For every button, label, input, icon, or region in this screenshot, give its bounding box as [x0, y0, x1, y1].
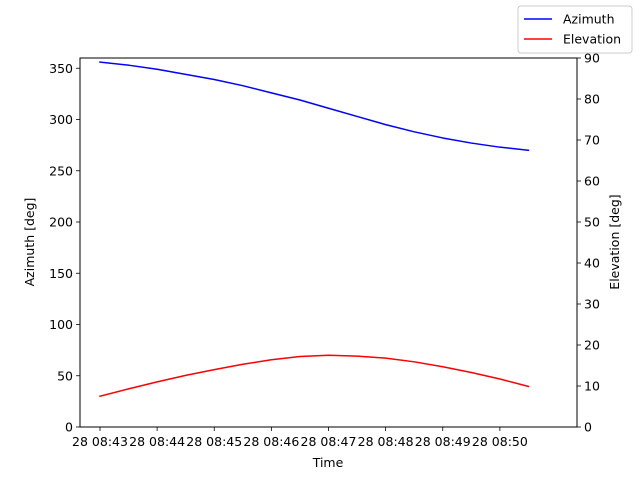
- y-right-axis-label: Elevation [deg]: [607, 194, 622, 289]
- x-tick-label: 28 08:47: [301, 434, 357, 449]
- series-layer: [99, 61, 530, 398]
- x-tick-label: 28 08:45: [186, 434, 242, 449]
- y-right-tick-label: 70: [584, 133, 600, 148]
- y-right-tick-label: 80: [584, 92, 600, 107]
- legend-label-elevation: Elevation: [563, 32, 621, 47]
- y-right-tick-label: 20: [584, 338, 600, 353]
- y-right-tick-label: 30: [584, 297, 600, 312]
- y-right-tick-label: 10: [584, 379, 600, 394]
- y-right-tick-label: 40: [584, 256, 600, 271]
- y-left-tick-label: 200: [49, 215, 73, 230]
- x-tick-label: 28 08:50: [472, 434, 528, 449]
- y-left-tick-label: 350: [49, 61, 73, 76]
- legend-label-azimuth: Azimuth: [563, 12, 615, 27]
- y-left-tick-label: 100: [49, 317, 73, 332]
- series-line-elevation: [99, 354, 530, 398]
- x-tick-label: 28 08:46: [243, 434, 299, 449]
- y-right-axis-ticks: 0 10 20 30 40 50 60 70 80 90: [577, 51, 600, 435]
- y-left-tick-label: 300: [49, 112, 73, 127]
- y-left-tick-label: 50: [57, 368, 73, 383]
- legend: Azimuth Elevation: [517, 5, 633, 54]
- y-left-tick-label: 0: [65, 420, 73, 435]
- series-line-azimuth: [99, 61, 530, 152]
- x-axis-ticks: 28 08:43 28 08:44 28 08:45 28 08:46 28 08:47…: [72, 427, 528, 449]
- y-right-tick-label: 60: [584, 174, 600, 189]
- y-left-axis-ticks: 0 50 100 150 200 250 300 350: [49, 61, 80, 435]
- x-tick-label: 28 08:48: [358, 434, 414, 449]
- x-tick-label: 28 08:43: [72, 434, 128, 449]
- y-left-tick-label: 150: [49, 266, 73, 281]
- y-left-axis-label: Azimuth [deg]: [22, 198, 37, 287]
- y-right-tick-label: 0: [584, 420, 592, 435]
- y-right-tick-label: 50: [584, 215, 600, 230]
- x-tick-label: 28 08:44: [129, 434, 185, 449]
- plot-area: [80, 58, 577, 427]
- x-tick-label: 28 08:49: [415, 434, 471, 449]
- y-left-tick-label: 250: [49, 163, 73, 178]
- legend-box: [517, 5, 633, 54]
- y-right-tick-label: 90: [584, 51, 600, 66]
- x-axis-label: Time: [312, 455, 344, 470]
